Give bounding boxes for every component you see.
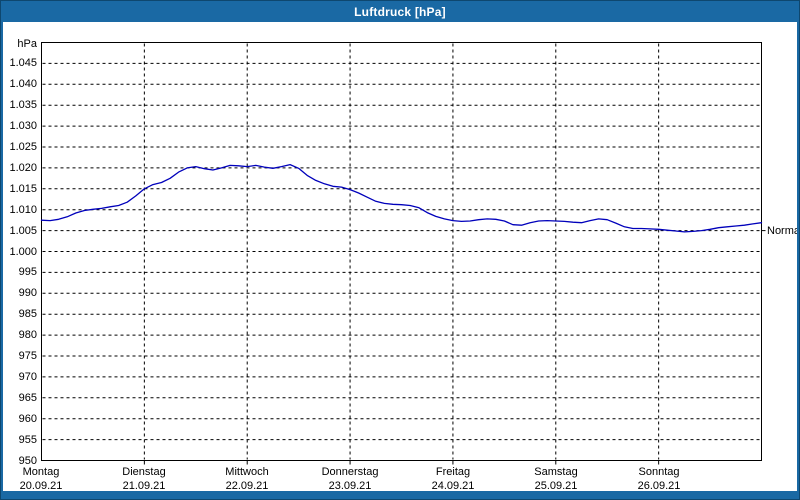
x-date-label: 21.09.21 (122, 480, 166, 492)
status-bar (1, 491, 799, 499)
y-tick-label: 950 (18, 455, 37, 467)
window-right-edge (797, 22, 799, 499)
y-tick-label: 1.040 (9, 78, 37, 90)
y-tick-label: 965 (18, 392, 37, 404)
x-day-label: Samstag (534, 466, 578, 478)
pressure-curve (40, 163, 763, 233)
y-axis-unit-label: hPa (17, 38, 37, 50)
x-day-label: Mittwoch (225, 466, 269, 478)
normal-annotation-label: Normal (767, 225, 800, 237)
y-tick-label: 995 (18, 266, 37, 278)
x-date-label: 22.09.21 (225, 480, 269, 492)
y-tick-label: 1.015 (9, 183, 37, 195)
x-day-label: Donnerstag (321, 466, 379, 478)
x-day-label: Sonntag (638, 466, 680, 478)
chart-area: hPa 1.045 1.040 1.035 1.030 1.025 1.020 1.015 1… (1, 22, 800, 493)
y-tick-label: 980 (18, 329, 37, 341)
y-tick-label: 970 (18, 371, 37, 383)
y-tick-label: 985 (18, 308, 37, 320)
y-tick-label: 960 (18, 413, 37, 425)
y-tick-label: 1.030 (9, 120, 37, 132)
x-date-label: 26.09.21 (637, 480, 681, 492)
x-date-label: 24.09.21 (431, 480, 475, 492)
x-day-label: Dienstag (122, 466, 166, 478)
plot-border (41, 42, 762, 461)
y-tick-label: 1.000 (9, 246, 37, 258)
x-date-label: 23.09.21 (328, 480, 372, 492)
y-tick-label: 1.025 (9, 141, 37, 153)
y-tick-label: 1.035 (9, 99, 37, 111)
y-tick-label: 1.010 (9, 204, 37, 216)
y-tick-label: 955 (18, 434, 37, 446)
x-date-label: 20.09.21 (19, 480, 63, 492)
window-title: Luftdruck [hPa] (354, 4, 446, 19)
y-tick-label: 1.005 (9, 225, 37, 237)
x-day-label: Montag (22, 466, 60, 478)
x-day-label: Freitag (435, 466, 471, 478)
x-date-label: 25.09.21 (534, 480, 578, 492)
title-bar: Luftdruck [hPa] (1, 1, 799, 22)
y-tick-label: 1.045 (9, 57, 37, 69)
y-tick-label: 1.020 (9, 162, 37, 174)
y-tick-label: 990 (18, 287, 37, 299)
window-left-edge (1, 22, 3, 499)
y-tick-label: 975 (18, 350, 37, 362)
